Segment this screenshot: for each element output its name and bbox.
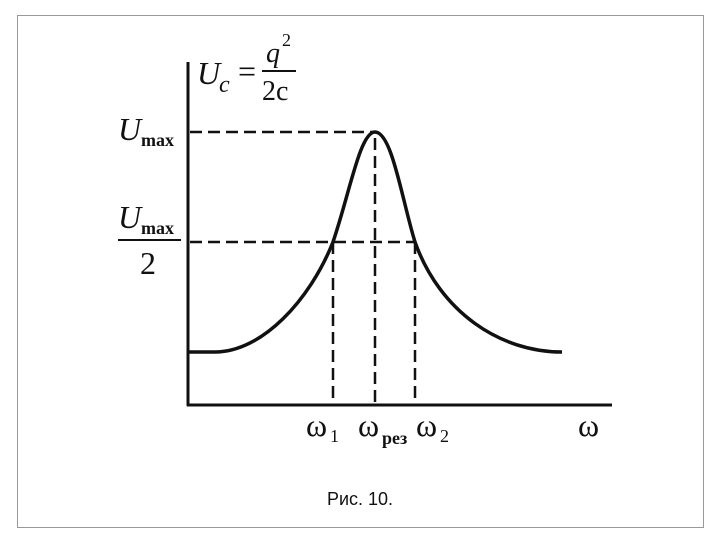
omega2-symbol: ω [416,407,437,443]
umax-symbol: U [118,111,143,147]
omega-res-subscript: рез [382,428,407,448]
y-label-subscript: c [219,72,230,98]
frame [17,15,704,528]
omega1-subscript: 1 [330,426,339,446]
y-label-numerator: q [266,38,280,69]
omega2-subscript: 2 [440,426,449,446]
uhalf-symbol: U [118,199,143,235]
uhalf-subscript: max [141,218,174,238]
y-label-equals: = [238,53,256,89]
y-label-symbol: U [197,55,222,91]
y-label-denominator: 2c [262,76,288,107]
resonance-curve [188,130,563,354]
omega1-symbol: ω [306,407,327,443]
caption: Рис. 10. [327,489,393,509]
omega-res-symbol: ω [358,407,379,443]
x-axis-label: ω [578,407,599,443]
uhalf-denominator: 2 [140,245,156,281]
umax-subscript: max [141,130,174,150]
y-label-power: 2 [282,30,291,50]
